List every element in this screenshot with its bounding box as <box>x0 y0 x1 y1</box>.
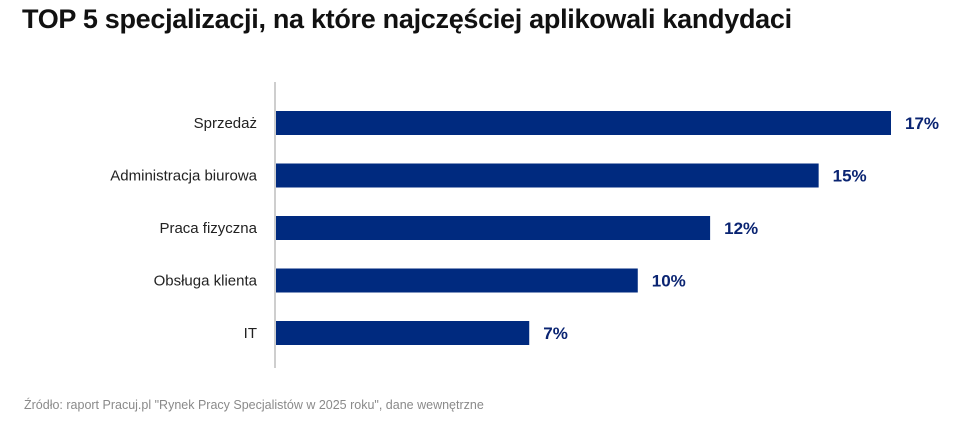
bar <box>276 163 819 188</box>
category-label: Praca fizyczna <box>159 220 257 237</box>
bar <box>276 321 530 345</box>
category-label: IT <box>244 325 257 342</box>
bar <box>276 268 638 293</box>
data-label: 17% <box>905 114 939 133</box>
category-label: Sprzedaż <box>194 115 257 132</box>
bar <box>276 111 891 135</box>
data-label: 15% <box>833 167 867 186</box>
data-label: 7% <box>543 324 568 343</box>
chart-title: TOP 5 specjalizacji, na które najczęście… <box>22 4 792 34</box>
category-label: Obsługa klienta <box>154 273 258 290</box>
source-note: Źródło: raport Pracuj.pl "Rynek Pracy Sp… <box>24 398 484 412</box>
data-label: 12% <box>724 219 758 238</box>
category-label: Administracja biurowa <box>110 168 257 185</box>
bar <box>276 216 711 240</box>
data-label: 10% <box>652 272 686 291</box>
